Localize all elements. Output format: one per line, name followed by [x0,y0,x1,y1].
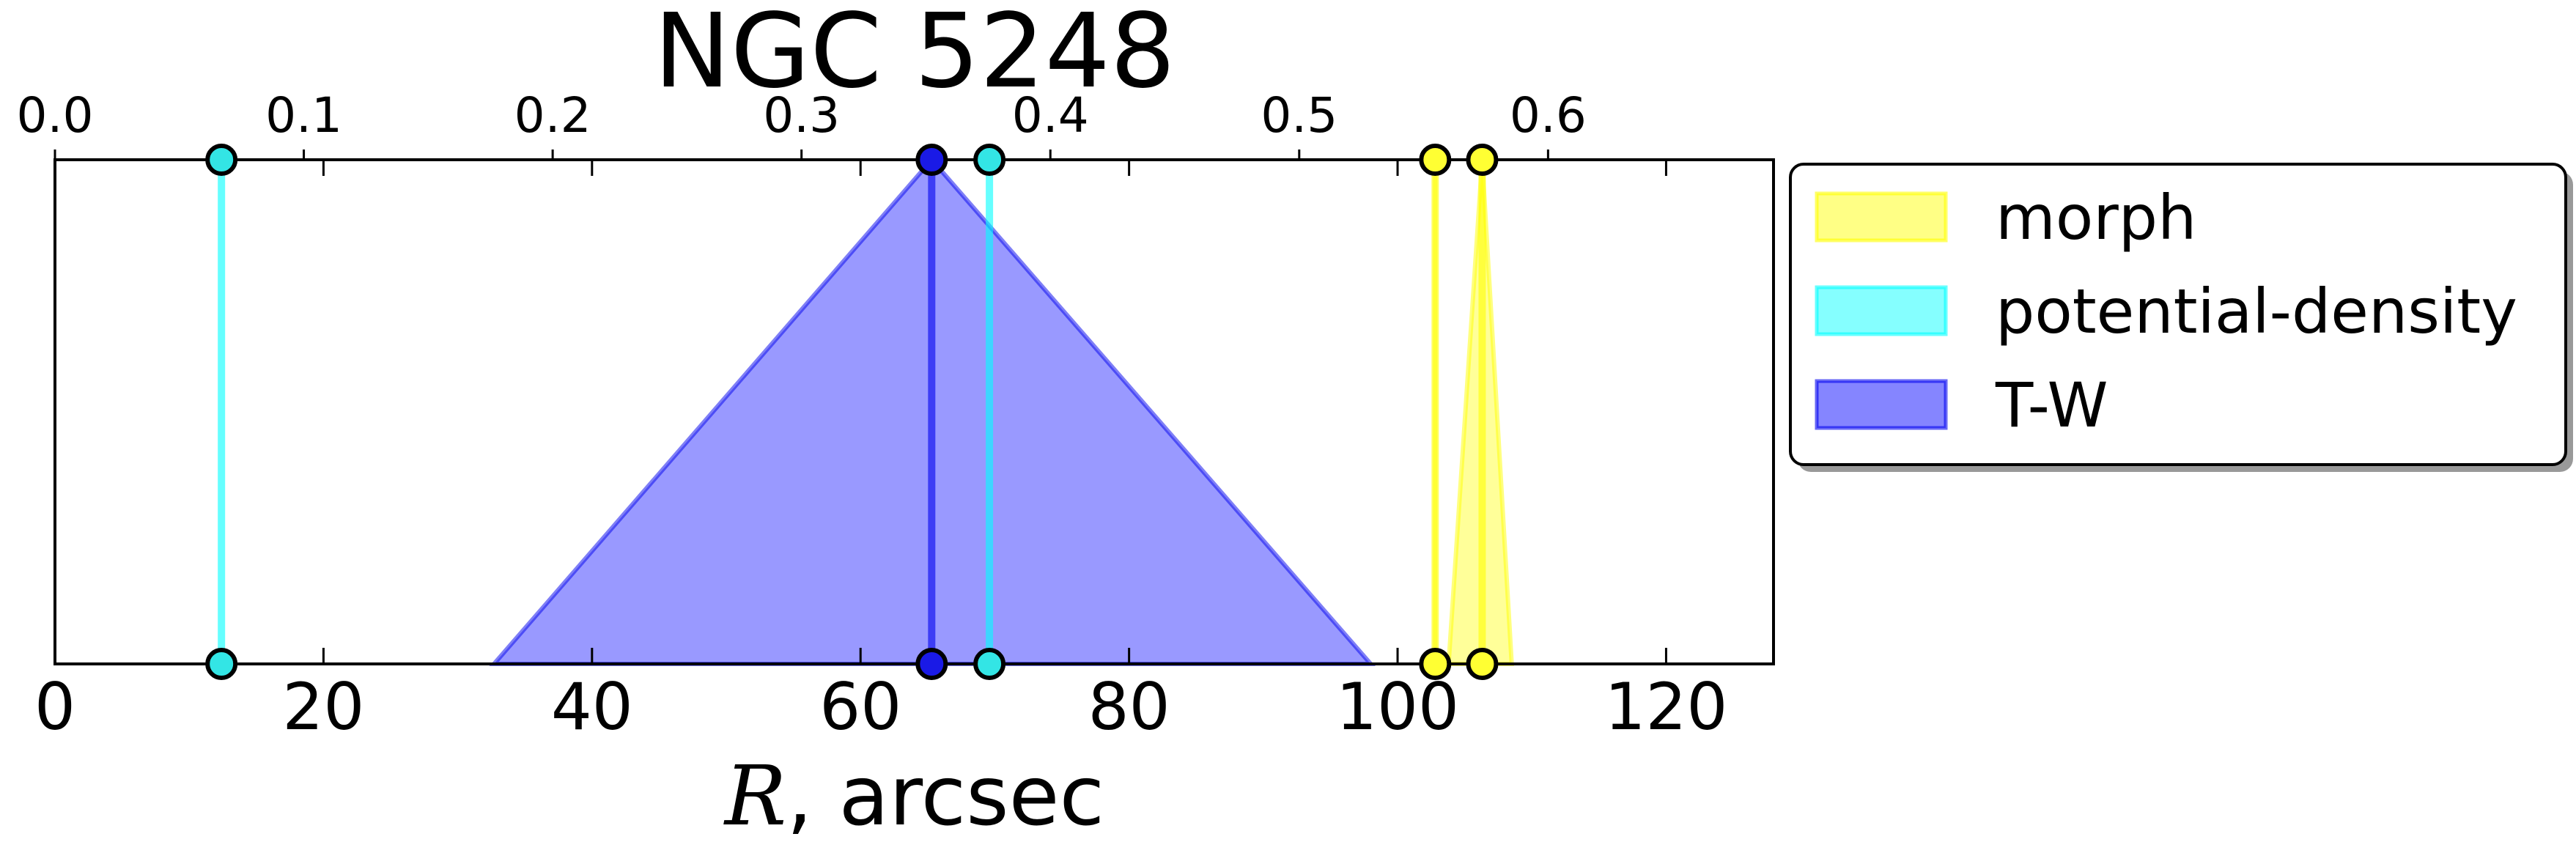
region-fills [489,156,1514,666]
x-tick-label-5: 100 [1336,669,1459,745]
x-tick-label-6: 120 [1604,669,1727,745]
chart-title: NGC 5248 [654,0,1176,111]
legend-box [1789,163,2567,466]
morph-marker-1-bottom [1466,648,1499,680]
potential-density-marker-1-bottom [973,648,1006,680]
potential-density-marker-1-top [973,144,1006,176]
x-tick-label-1: 20 [282,669,364,745]
legend-swatch-T-W [1815,379,1948,430]
top-tick-label-5: 0.5 [1261,87,1337,144]
x-axis-unit: , arcsec [786,749,1104,844]
marker-lines [218,160,1486,664]
T-W-marker-0-top [915,144,948,176]
marker-points [205,144,1499,680]
legend-label-T-W: T-W [1995,369,2108,441]
x-tick-label-4: 80 [1088,669,1170,745]
top-tick-label-3: 0.3 [763,87,840,144]
top-tick-label-4: 0.4 [1012,87,1089,144]
legend-swatch-morph [1815,191,1948,243]
legend-label-potential-density: potential-density [1996,276,2517,347]
top-tick-label-0: 0.0 [17,87,94,144]
morph-marker-1-top [1466,144,1499,176]
top-tick-label-1: 0.1 [265,87,342,144]
morph-marker-0-bottom [1419,648,1452,680]
bottom-axis: 0 20 40 60 80 100 120 [34,160,1727,745]
x-tick-label-3: 60 [819,669,901,745]
x-tick-label-2: 40 [551,669,633,745]
potential-density-marker-0-top [205,144,238,176]
potential-density-marker-0-bottom [205,648,238,680]
top-axis: 0.0 0.1 0.2 0.3 0.4 0.5 0.6 [17,87,1587,160]
legend: morph potential-density T-W [1789,163,2573,472]
top-tick-label-6: 0.6 [1510,87,1587,144]
plot-frame [53,158,1775,665]
top-tick-label-2: 0.2 [514,87,591,144]
T-W-marker-0-bottom [915,648,948,680]
legend-swatch-potential-density [1815,285,1948,336]
x-axis-variable: R [723,749,786,844]
x-tick-label-0: 0 [34,669,75,745]
legend-label-morph: morph [1996,182,2196,254]
morph-marker-0-top [1419,144,1452,176]
x-axis-label: R, arcsec [723,749,1104,844]
